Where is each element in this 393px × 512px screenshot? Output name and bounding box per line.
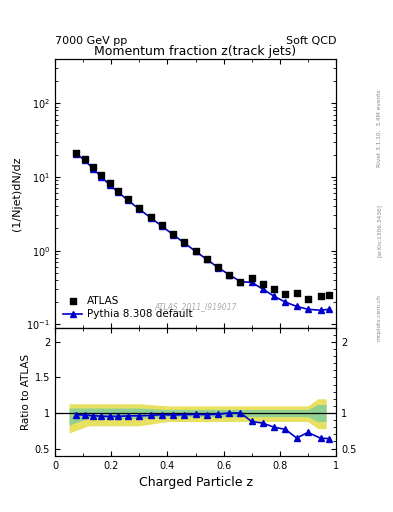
ATLAS <box>147 212 154 221</box>
Y-axis label: (1/Njet)dN/dz: (1/Njet)dN/dz <box>12 156 22 230</box>
ATLAS <box>318 292 324 301</box>
Pythia 8.308 default <box>91 165 95 172</box>
Pythia 8.308 default <box>82 157 87 163</box>
ATLAS <box>159 221 165 229</box>
ATLAS <box>282 290 288 298</box>
Pythia 8.308 default <box>283 299 288 305</box>
Pythia 8.308 default <box>99 174 104 180</box>
Pythia 8.308 default <box>126 197 130 203</box>
ATLAS <box>125 195 131 203</box>
Pythia 8.308 default <box>261 286 265 292</box>
ATLAS <box>215 263 221 271</box>
Pythia 8.308 default <box>107 182 112 188</box>
ATLAS <box>249 274 255 283</box>
ATLAS <box>115 186 121 195</box>
Pythia 8.308 default <box>250 280 254 286</box>
Pythia 8.308 default <box>318 307 323 313</box>
Legend: ATLAS, Pythia 8.308 default: ATLAS, Pythia 8.308 default <box>60 293 196 323</box>
Line: Pythia 8.308 default: Pythia 8.308 default <box>73 151 332 313</box>
Y-axis label: Ratio to ATLAS: Ratio to ATLAS <box>20 354 31 430</box>
Pythia 8.308 default <box>182 240 187 246</box>
ATLAS <box>90 163 96 172</box>
ATLAS <box>81 155 88 163</box>
ATLAS <box>181 238 187 246</box>
Pythia 8.308 default <box>327 306 331 312</box>
Pythia 8.308 default <box>160 223 164 229</box>
Text: ATLAS_2011_I919017: ATLAS_2011_I919017 <box>154 303 237 311</box>
ATLAS <box>73 149 79 157</box>
ATLAS <box>204 254 210 263</box>
Pythia 8.308 default <box>238 279 243 285</box>
ATLAS <box>107 179 113 187</box>
Text: 7000 GeV pp: 7000 GeV pp <box>55 36 127 46</box>
ATLAS <box>294 288 300 296</box>
Text: Soft QCD: Soft QCD <box>286 36 336 46</box>
Pythia 8.308 default <box>74 151 79 157</box>
Pythia 8.308 default <box>148 215 153 221</box>
Text: mcplots.cern.ch: mcplots.cern.ch <box>377 294 382 341</box>
X-axis label: Charged Particle z: Charged Particle z <box>138 476 253 489</box>
Text: [arXiv:1306.3436]: [arXiv:1306.3436] <box>377 204 382 257</box>
Pythia 8.308 default <box>294 303 299 309</box>
Pythia 8.308 default <box>137 206 142 212</box>
Pythia 8.308 default <box>216 264 220 270</box>
ATLAS <box>170 229 176 238</box>
Pythia 8.308 default <box>193 248 198 254</box>
Title: Momentum fraction z(track jets): Momentum fraction z(track jets) <box>94 45 297 58</box>
ATLAS <box>193 246 199 254</box>
ATLAS <box>136 204 143 212</box>
ATLAS <box>98 172 105 180</box>
Pythia 8.308 default <box>306 306 310 312</box>
Pythia 8.308 default <box>171 231 175 238</box>
Pythia 8.308 default <box>227 272 231 278</box>
ATLAS <box>237 278 244 286</box>
ATLAS <box>326 291 332 299</box>
Pythia 8.308 default <box>272 293 277 300</box>
ATLAS <box>305 295 311 303</box>
Text: Rivet 3.1.10,  3.4M events: Rivet 3.1.10, 3.4M events <box>377 89 382 167</box>
Pythia 8.308 default <box>204 257 209 263</box>
ATLAS <box>271 285 277 293</box>
Pythia 8.308 default <box>116 189 121 195</box>
ATLAS <box>226 271 232 279</box>
ATLAS <box>260 280 266 288</box>
